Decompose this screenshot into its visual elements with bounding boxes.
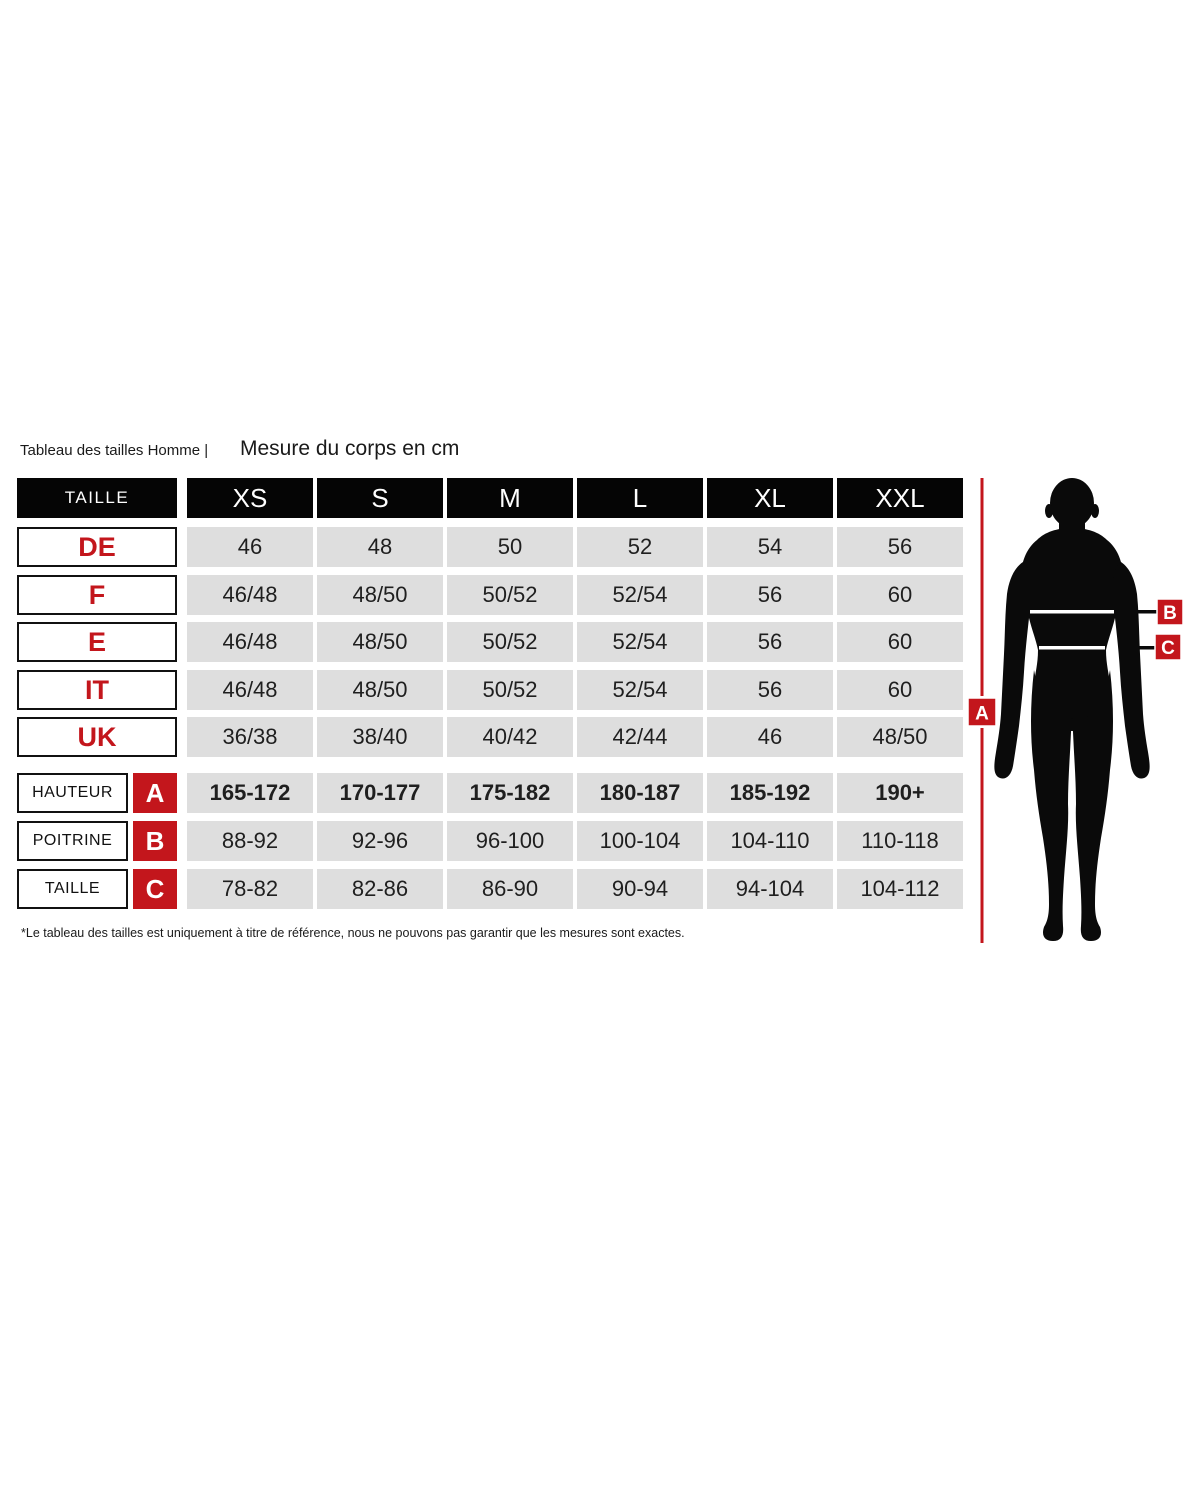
table-cell: 60 [837,575,963,615]
table-cell: 100-104 [577,821,703,861]
table-cell: 96-100 [447,821,573,861]
table-cell: 54 [707,527,833,567]
table-cell: 52/54 [577,575,703,615]
table-row-hauteur: HAUTEUR A 165-172 170-177 175-182 180-18… [17,773,963,813]
table-cell: 104-110 [707,821,833,861]
table-row-f: F 46/48 48/50 50/52 52/54 56 60 [17,575,963,615]
table-cell: 38/40 [317,717,443,757]
row-label-hauteur: HAUTEUR [17,773,128,813]
row-label-it: IT [17,670,177,710]
table-row-taille: TAILLE C 78-82 82-86 86-90 90-94 94-104 … [17,869,963,909]
table-cell: 60 [837,622,963,662]
table-cell: 46 [187,527,313,567]
table-cell: 165-172 [187,773,313,813]
table-cell: 78-82 [187,869,313,909]
table-cell: 170-177 [317,773,443,813]
footnote: *Le tableau des tailles est uniquement à… [21,926,685,940]
table-cell: 48/50 [317,670,443,710]
table-cell: 56 [707,670,833,710]
svg-text:B: B [1163,603,1177,624]
table-cell: 52 [577,527,703,567]
table-cell: 50/52 [447,575,573,615]
table-cell: 52/54 [577,670,703,710]
table-cell: 56 [837,527,963,567]
table-row-e: E 46/48 48/50 50/52 52/54 56 60 [17,622,963,662]
table-cell: 42/44 [577,717,703,757]
row-label-f: F [17,575,177,615]
table-cell: 48/50 [317,622,443,662]
table-cell: 40/42 [447,717,573,757]
col-header-l: L [577,478,703,518]
table-cell: 48/50 [837,717,963,757]
svg-text:A: A [975,704,989,725]
body-measurement-figure: A B C [967,478,1184,943]
marker-c-connector [1130,646,1155,650]
marker-b-connector [1132,610,1157,614]
chest-line-b [1030,610,1114,614]
table-cell: 46 [707,717,833,757]
table-cell: 46/48 [187,575,313,615]
marker-c-table-badge: C [133,869,177,909]
man-silhouette [994,478,1150,941]
table-cell: 50/52 [447,622,573,662]
table-row-it: IT 46/48 48/50 50/52 52/54 56 60 [17,670,963,710]
table-cell: 50 [447,527,573,567]
table-cell: 185-192 [707,773,833,813]
corner-header-taille: TAILLE [17,478,177,518]
table-cell: 56 [707,622,833,662]
row-label-e: E [17,622,177,662]
table-cell: 92-96 [317,821,443,861]
col-header-m: M [447,478,573,518]
table-cell: 50/52 [447,670,573,710]
waist-line-c [1039,646,1105,650]
table-row-de: DE 46 48 50 52 54 56 [17,527,963,567]
col-header-xxl: XXL [837,478,963,518]
table-cell: 94-104 [707,869,833,909]
table-cell: 88-92 [187,821,313,861]
marker-a-figure-badge: A [967,697,997,727]
table-cell: 110-118 [837,821,963,861]
row-label-taille: TAILLE [17,869,128,909]
table-cell: 180-187 [577,773,703,813]
table-cell: 46/48 [187,670,313,710]
table-header-row: TAILLE XS S M L XL XXL [17,478,963,518]
marker-b-table-badge: B [133,821,177,861]
chart-subtitle: Tableau des tailles Homme | [20,442,209,459]
table-cell: 52/54 [577,622,703,662]
marker-b-figure-badge: B [1156,598,1184,626]
col-header-xs: XS [187,478,313,518]
table-cell: 48/50 [317,575,443,615]
table-cell: 175-182 [447,773,573,813]
svg-text:C: C [1161,638,1175,659]
height-line-a [980,478,984,943]
table-cell: 82-86 [317,869,443,909]
table-cell: 56 [707,575,833,615]
row-label-de: DE [17,527,177,567]
table-cell: 36/38 [187,717,313,757]
chart-title: Mesure du corps en cm [240,437,460,460]
marker-a-table-badge: A [133,773,177,813]
table-cell: 60 [837,670,963,710]
row-label-uk: UK [17,717,177,757]
table-row-uk: UK 36/38 38/40 40/42 42/44 46 48/50 [17,717,963,757]
col-header-s: S [317,478,443,518]
table-cell: 90-94 [577,869,703,909]
col-header-xl: XL [707,478,833,518]
table-cell: 86-90 [447,869,573,909]
table-cell: 46/48 [187,622,313,662]
table-row-poitrine: POITRINE B 88-92 92-96 96-100 100-104 10… [17,821,963,861]
table-cell: 48 [317,527,443,567]
row-label-poitrine: POITRINE [17,821,128,861]
marker-c-figure-badge: C [1154,633,1182,661]
table-cell: 104-112 [837,869,963,909]
size-table: TAILLE XS S M L XL XXL DE 46 48 50 52 54… [17,478,963,909]
table-cell: 190+ [837,773,963,813]
